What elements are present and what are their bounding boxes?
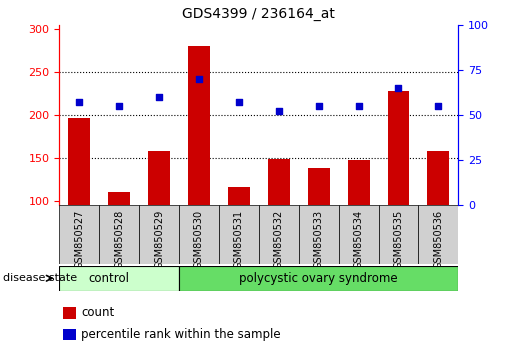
Bar: [268, 159, 290, 287]
Point: [235, 99, 243, 105]
Bar: [188, 46, 210, 287]
Text: count: count: [81, 306, 114, 319]
Bar: [99, 205, 139, 264]
Bar: [179, 205, 219, 264]
Text: GSM850530: GSM850530: [194, 210, 204, 269]
Title: GDS4399 / 236164_at: GDS4399 / 236164_at: [182, 7, 335, 21]
Point: [394, 85, 403, 91]
Bar: [387, 91, 409, 287]
Bar: [379, 205, 418, 264]
Text: percentile rank within the sample: percentile rank within the sample: [81, 328, 281, 341]
Point: [155, 94, 163, 100]
Bar: [348, 160, 370, 287]
Bar: [179, 266, 458, 291]
Bar: [59, 205, 99, 264]
Text: GSM850534: GSM850534: [354, 210, 364, 269]
Text: GSM850532: GSM850532: [274, 210, 284, 269]
Bar: [148, 151, 170, 287]
Point: [315, 103, 323, 109]
Text: GSM850533: GSM850533: [314, 210, 323, 269]
Bar: [63, 329, 76, 341]
Text: polycystic ovary syndrome: polycystic ovary syndrome: [239, 272, 398, 285]
Bar: [63, 307, 76, 319]
Bar: [307, 169, 330, 287]
Bar: [339, 205, 379, 264]
Bar: [219, 205, 259, 264]
Point: [195, 76, 203, 82]
Bar: [228, 187, 250, 287]
Text: disease state: disease state: [3, 273, 77, 283]
Text: GSM850536: GSM850536: [434, 210, 443, 269]
Text: GSM850531: GSM850531: [234, 210, 244, 269]
Bar: [68, 119, 90, 287]
Bar: [139, 205, 179, 264]
Point: [434, 103, 442, 109]
Text: GSM850529: GSM850529: [154, 210, 164, 269]
Text: GSM850527: GSM850527: [74, 210, 84, 269]
Text: control: control: [89, 272, 130, 285]
Text: GSM850528: GSM850528: [114, 210, 124, 269]
Bar: [108, 193, 130, 287]
Point: [115, 103, 123, 109]
Bar: [299, 205, 339, 264]
Bar: [418, 205, 458, 264]
Bar: [427, 151, 450, 287]
Point: [354, 103, 363, 109]
Text: GSM850535: GSM850535: [393, 210, 403, 269]
Point: [274, 109, 283, 114]
Point: [75, 99, 83, 105]
Bar: [59, 266, 179, 291]
Bar: [259, 205, 299, 264]
